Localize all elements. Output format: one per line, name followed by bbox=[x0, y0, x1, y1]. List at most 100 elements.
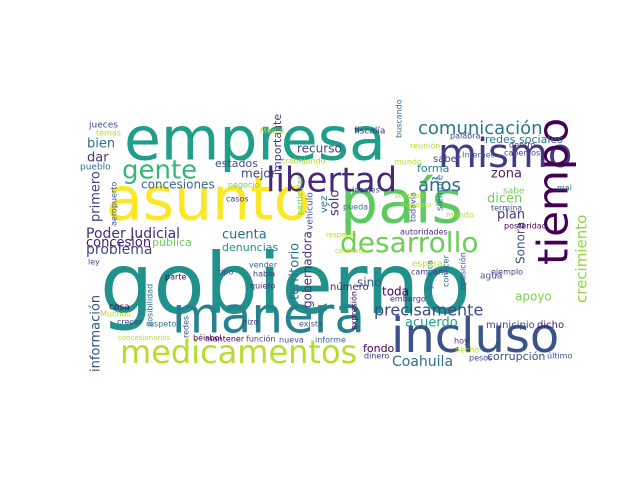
word-cloud-word: número bbox=[330, 281, 369, 293]
word-cloud-word: información bbox=[89, 295, 104, 372]
word-cloud-word: medicamentos bbox=[120, 333, 357, 371]
word-cloud-word: pública bbox=[152, 236, 192, 249]
word-cloud-word: precisamente bbox=[374, 301, 483, 320]
word-cloud-word: concesionarios bbox=[118, 334, 170, 342]
word-cloud-word: empresa bbox=[124, 105, 386, 175]
word-cloud-word: comunicación bbox=[418, 118, 543, 139]
word-cloud-word: municipio bbox=[486, 320, 535, 331]
word-cloud-word: conocer bbox=[442, 254, 451, 287]
word-cloud-word: mejor bbox=[241, 167, 276, 181]
word-cloud-word: hecho bbox=[455, 346, 479, 355]
word-cloud-word: redes bbox=[182, 316, 191, 338]
word-cloud-word: reunión bbox=[410, 141, 440, 151]
word-cloud-word: esperar bbox=[412, 260, 447, 270]
word-cloud-word: locales bbox=[352, 186, 380, 195]
word-cloud-word: siempre bbox=[436, 174, 446, 211]
word-cloud-word: pueda bbox=[343, 203, 368, 212]
word-cloud-word: vehículo bbox=[306, 192, 316, 230]
word-cloud-word: desarrollo bbox=[340, 226, 478, 259]
word-cloud-word: solucion bbox=[395, 192, 424, 200]
word-cloud-word: particular bbox=[296, 176, 305, 215]
word-cloud-word: vender bbox=[249, 261, 278, 270]
word-cloud-word: crecimiento bbox=[573, 215, 591, 303]
word-cloud-word: dar bbox=[87, 151, 109, 166]
word-cloud-word: dicho bbox=[537, 320, 564, 331]
word-cloud-word: buscando bbox=[395, 99, 404, 138]
word-cloud-word: tiempo bbox=[529, 118, 578, 265]
word-cloud-word: casos bbox=[226, 195, 249, 204]
word-cloud-word: función bbox=[246, 334, 276, 344]
word-cloud-word: respeto bbox=[146, 320, 176, 329]
word-cloud-word: estados bbox=[215, 157, 258, 170]
word-cloud-word: expresión bbox=[349, 291, 359, 330]
word-cloud-word: fiscalía bbox=[354, 127, 385, 137]
word-cloud-word: ejemplo bbox=[491, 268, 523, 277]
word-cloud-word: fondo bbox=[363, 342, 395, 355]
word-cloud-word: último bbox=[547, 352, 572, 361]
word-cloud-word: gente bbox=[122, 156, 197, 186]
word-cloud-word: autoridades bbox=[400, 228, 448, 237]
word-cloud-word: Medio bbox=[260, 127, 284, 136]
word-cloud-word: cabemos bbox=[504, 149, 540, 158]
word-cloud-word: país bbox=[340, 168, 463, 238]
word-cloud-word: oposición bbox=[458, 252, 468, 290]
word-cloud-word: primero bbox=[89, 171, 104, 222]
word-cloud-word: embargo bbox=[390, 295, 426, 304]
word-cloud-word: forma bbox=[417, 162, 449, 175]
word-cloud-word: concesiones bbox=[141, 178, 215, 192]
word-cloud-word: agua bbox=[480, 272, 502, 282]
word-cloud-word: mandato bbox=[400, 201, 431, 209]
word-cloud-word: mundo bbox=[446, 211, 474, 220]
word-cloud-word: incluso bbox=[391, 308, 559, 364]
word-cloud-word: dinero bbox=[364, 352, 389, 361]
word-cloud-word: libertad bbox=[266, 161, 397, 201]
word-cloud-word: quiero bbox=[250, 282, 275, 291]
word-cloud-word: pesos bbox=[469, 354, 492, 363]
word-cloud-word: dentro bbox=[509, 141, 535, 150]
word-cloud-word: toda bbox=[382, 285, 409, 299]
word-cloud-word: apoyo bbox=[515, 290, 552, 304]
word-cloud-word: informe bbox=[315, 336, 346, 345]
word-cloud-word: territorio bbox=[288, 243, 303, 300]
word-cloud-word: plan bbox=[497, 208, 525, 223]
word-cloud-word: hizo bbox=[242, 318, 258, 327]
word-cloud-word: Internet bbox=[462, 151, 494, 160]
word-cloud-word: jueces bbox=[88, 121, 118, 131]
word-cloud-word: recurso bbox=[297, 142, 342, 156]
word-cloud-word: nueva bbox=[279, 336, 304, 345]
word-cloud-word: temas bbox=[96, 129, 121, 138]
word-cloud-word: todavía bbox=[409, 192, 418, 222]
word-cloud-word: respecto bbox=[326, 231, 356, 239]
word-cloud-word: mantener bbox=[205, 335, 245, 344]
word-cloud-word: campaña bbox=[411, 268, 448, 277]
word-cloud-word: pueblo bbox=[80, 163, 111, 173]
word-cloud-word: termina bbox=[491, 204, 522, 213]
word-cloud-word: crecer bbox=[117, 318, 143, 327]
word-cloud-word: política bbox=[426, 260, 435, 289]
word-cloud-word: habla bbox=[253, 270, 275, 279]
word-cloud-word: existe bbox=[299, 320, 323, 329]
word-cloud-word: bien bbox=[87, 137, 115, 152]
word-cloud-word: sino bbox=[357, 276, 382, 290]
word-cloud-word: negocio bbox=[228, 181, 260, 190]
word-cloud-word: sabe bbox=[503, 187, 525, 197]
word-cloud-word: dicen bbox=[487, 192, 522, 207]
word-cloud-word: tipo bbox=[218, 268, 233, 277]
word-cloud-word: manera bbox=[172, 287, 365, 345]
word-cloud-word: problema bbox=[86, 242, 153, 258]
word-cloud-word: mundo bbox=[394, 158, 422, 167]
word-cloud-word: Muchas bbox=[100, 310, 131, 319]
word-cloud-word: trabajando bbox=[282, 157, 326, 166]
word-cloud-word: hoy bbox=[454, 337, 469, 346]
word-cloud-word: gobierno bbox=[100, 235, 471, 333]
word-cloud-word: corrupción bbox=[487, 350, 545, 363]
word-cloud-word: contexto bbox=[335, 247, 366, 255]
word-cloud-word: ley bbox=[88, 258, 100, 267]
word-cloud-word: concesión bbox=[86, 236, 151, 251]
word-cloud-word: redes sociales bbox=[485, 133, 563, 146]
word-cloud-word: parte bbox=[165, 273, 186, 282]
word-cloud-word: Coahuila bbox=[392, 354, 453, 370]
word-cloud-word: mismo bbox=[438, 131, 572, 177]
word-cloud-word: años bbox=[418, 175, 461, 196]
